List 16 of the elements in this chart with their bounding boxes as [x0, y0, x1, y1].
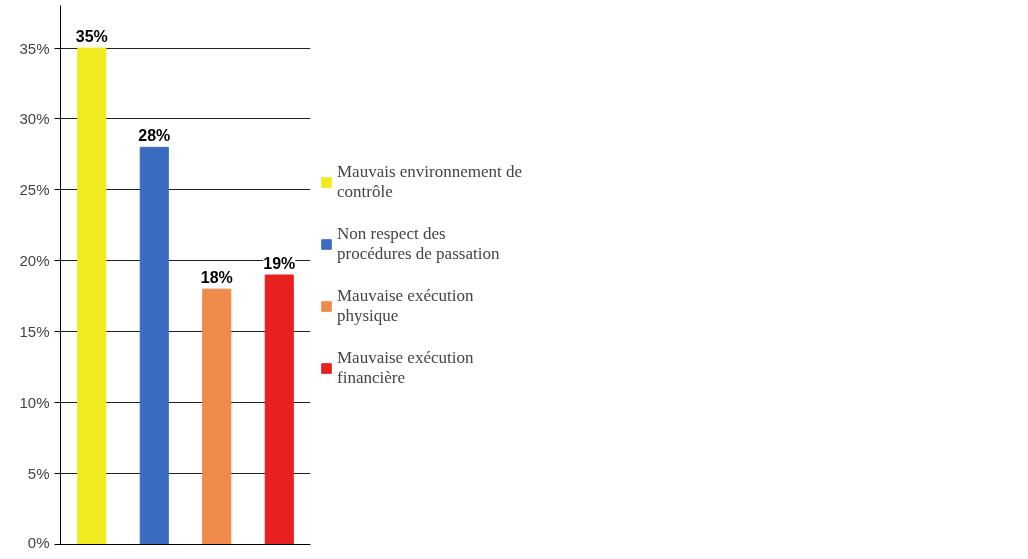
- y-tick-label: 25%: [19, 181, 50, 199]
- y-tick-label: 15%: [19, 323, 50, 341]
- legend-label: Mauvaise exécution physique: [337, 285, 474, 326]
- y-tick-label: 30%: [19, 110, 50, 128]
- legend-label: Mauvais environnement de contrôle: [337, 161, 523, 202]
- y-tick-label: 20%: [19, 252, 50, 270]
- y-tick-label: 0%: [27, 533, 50, 551]
- legend-label: Non respect des procédures de passation: [337, 223, 500, 264]
- y-tick-label: 35%: [19, 39, 50, 57]
- y-tick-label: 10%: [19, 394, 50, 412]
- y-tick-label: 5%: [27, 465, 50, 483]
- legend-label: Mauvaise exécution financière: [337, 347, 474, 388]
- data-label: 19%: [263, 255, 296, 272]
- data-label: 18%: [200, 269, 233, 287]
- data-label: 35%: [75, 28, 108, 46]
- data-label: 28%: [138, 127, 171, 145]
